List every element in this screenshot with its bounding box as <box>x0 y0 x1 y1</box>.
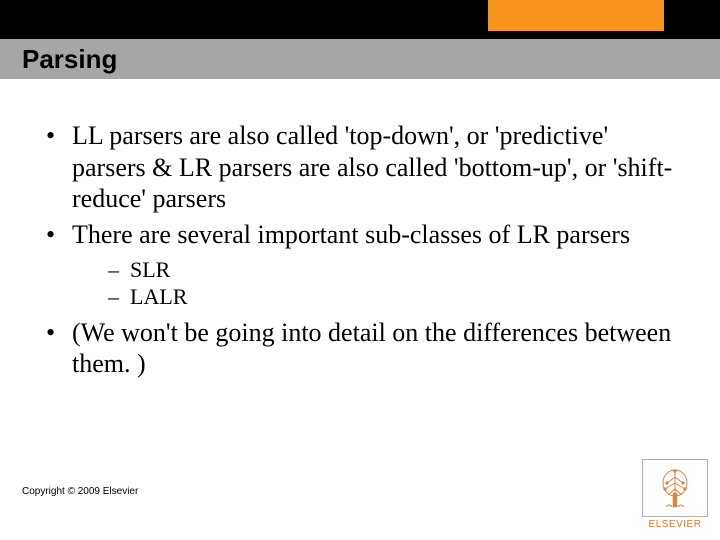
elsevier-tree-icon <box>642 459 708 517</box>
slide-content: LL parsers are also called 'top-down', o… <box>40 120 676 384</box>
header-orange-accent <box>488 0 664 31</box>
bullet-item: LL parsers are also called 'top-down', o… <box>40 120 676 215</box>
sub-bullet-list: SLR LALR <box>72 257 676 311</box>
publisher-logo: ELSEVIER <box>642 459 708 530</box>
copyright-text: Copyright © 2009 Elsevier <box>22 486 138 497</box>
bullet-item: (We won't be going into detail on the di… <box>40 317 676 380</box>
publisher-name: ELSEVIER <box>642 519 708 530</box>
bullet-text: There are several important sub-classes … <box>72 220 630 249</box>
bullet-list: LL parsers are also called 'top-down', o… <box>40 120 676 380</box>
slide-title: Parsing <box>22 44 117 75</box>
bullet-item: There are several important sub-classes … <box>40 219 676 310</box>
bullet-text: (We won't be going into detail on the di… <box>72 318 671 379</box>
title-bar: Parsing <box>0 39 720 79</box>
sub-bullet-text: SLR <box>130 257 170 282</box>
bullet-text: LL parsers are also called 'top-down', o… <box>72 121 672 213</box>
sub-bullet-item: SLR <box>72 257 676 284</box>
sub-bullet-text: LALR <box>130 284 187 309</box>
sub-bullet-item: LALR <box>72 284 676 311</box>
